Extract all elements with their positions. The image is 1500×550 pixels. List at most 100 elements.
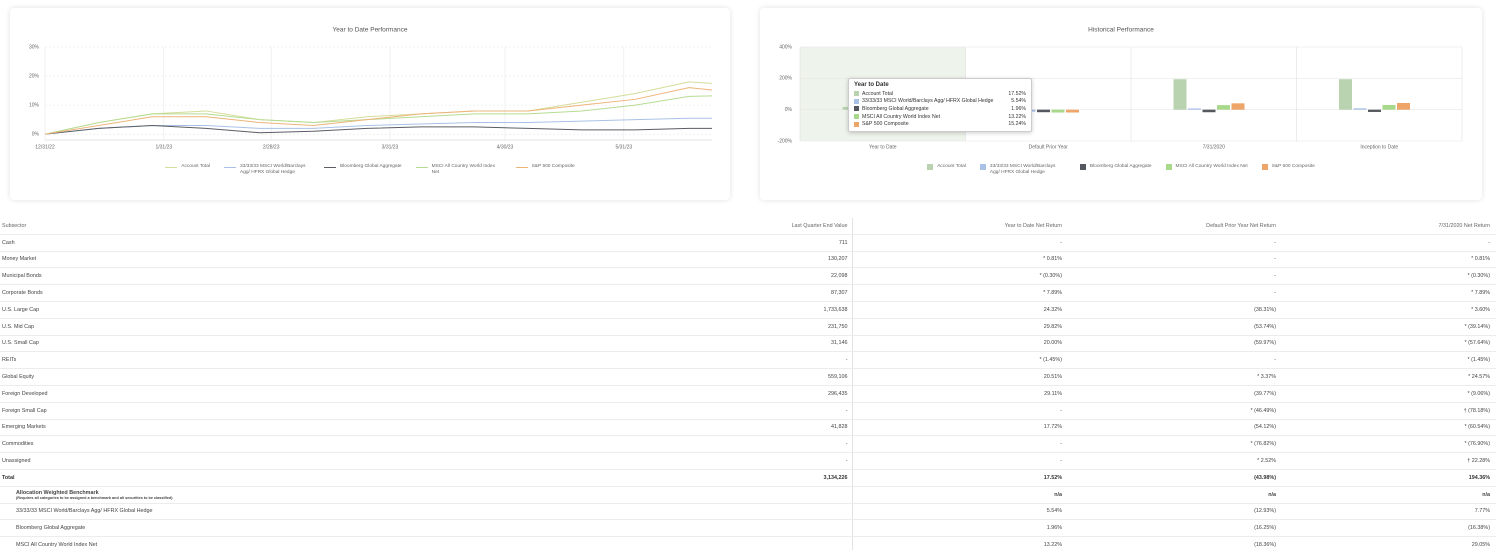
table-cell: (54.12%) <box>1066 419 1280 437</box>
table-cell: - <box>1066 251 1280 269</box>
table-cell: * 0.81% <box>1494 251 1496 269</box>
table-cell: * (0.30%) <box>1280 267 1494 286</box>
empty-cell <box>638 519 853 538</box>
table-row: U.S. Large Cap 1,733,638 24.32% (38.31%) * 3… <box>0 301 1496 319</box>
legend-swatch <box>224 166 236 168</box>
table-cell: 20.00% <box>852 335 1066 353</box>
benchmark-name: Bloomberg Global Aggregate <box>0 519 638 538</box>
table-row: Foreign Developed 296,435 29.11% (39.77%) * … <box>0 385 1496 403</box>
y-tick-label: 0% <box>785 107 793 113</box>
table-cell: 87,307 <box>638 284 853 302</box>
benchmark-title: Allocation Weighted Benchmark <box>16 489 99 496</box>
table-cell: 130,207 <box>638 251 853 269</box>
table-cell: Cash <box>0 234 638 252</box>
legend-label: 33/33/33 MSCI World/Barclays Agg/ HFRX G… <box>240 164 306 175</box>
legend-label: Account Total <box>937 164 966 169</box>
table-cell: * 7.89% <box>1494 284 1496 302</box>
table-row: Foreign Small Cap--* (46.49%)† (78.18%)†… <box>0 402 1496 420</box>
tooltip-swatch <box>854 106 859 112</box>
tooltip-value: 13.22% <box>1008 113 1026 120</box>
table-cell: U.S. Mid Cap <box>0 318 638 336</box>
column-header: Last Quarter End Value <box>638 218 853 235</box>
legend-item: S&P 500 Composite <box>515 164 575 175</box>
y-tick-label: 200% <box>779 76 792 82</box>
tooltip-row: S&P 500 Composite 15.24% <box>854 120 1026 128</box>
header-row: Subsector Last Quarter End Value Year to D… <box>0 218 1496 235</box>
chart-title: Year to Date Performance <box>333 27 408 34</box>
benchmark-title-cell: Allocation Weighted Benchmark (Requires a… <box>0 486 638 504</box>
table-cell: Foreign Small Cap <box>0 402 638 420</box>
legend-swatch <box>515 166 528 168</box>
table-cell: * 0.81% <box>852 251 1066 269</box>
x-tick-label: Year to Date <box>869 144 897 150</box>
table-cell: * 2.52% <box>1066 452 1280 470</box>
benchmark-name: MSCI All Country World Index Net <box>0 536 638 550</box>
legend-swatch <box>324 166 336 168</box>
legend-label: Bloomberg Global Aggregate <box>340 164 402 169</box>
table-cell: (59.97%) <box>1066 335 1280 353</box>
bar <box>1173 79 1187 110</box>
x-tick-label: 5/31/23 <box>615 144 632 150</box>
legend-item: Account Total <box>165 164 210 175</box>
line-card: Year to Date Performance 0% 10% 20% 30% 12/31… <box>10 8 730 200</box>
tooltip-swatch <box>854 114 859 120</box>
total-cell: 194.36% <box>1494 469 1496 487</box>
benchmark-cell: 30.00% <box>1494 536 1496 550</box>
table-cell: - <box>1066 284 1280 302</box>
legend-label: Bloomberg Global Aggregate <box>1089 164 1152 169</box>
table-cell: - <box>1494 234 1496 252</box>
benchmark-cell: 8.70% <box>1494 503 1496 521</box>
series-line <box>44 87 713 135</box>
column-header: Year to Date Net Return <box>852 218 1066 235</box>
tooltip-value: 1.96% <box>1011 105 1026 112</box>
benchmark-cell: (16.25%) <box>1066 519 1280 538</box>
table-cell: * 7.89% <box>852 284 1066 302</box>
tooltip-label: Bloomberg Global Aggregate <box>862 105 929 112</box>
empty-cell <box>638 486 853 504</box>
legend-item: S&P 500 Composite <box>1261 164 1315 175</box>
table-cell: * 24.57% <box>1494 368 1496 386</box>
bar <box>1353 108 1367 110</box>
benchmark-value: n/a <box>1280 486 1494 504</box>
table-cell: - <box>1066 351 1280 370</box>
benchmark-row: Bloomberg Global Aggregate 1.96% (16.25%)(… <box>0 519 1496 538</box>
bar <box>1066 109 1079 113</box>
benchmark-value: n/a <box>1066 486 1280 504</box>
table-cell: (38.31%) <box>1066 301 1280 319</box>
table-cell: U.S. Large Cap <box>0 301 638 319</box>
benchmark-header-row: Allocation Weighted Benchmark (Requires a… <box>0 486 1496 504</box>
table-cell: U.S. Small Cap <box>0 335 638 353</box>
table-cell: 24.32% <box>852 301 1066 319</box>
table-cell: 20.51% <box>852 368 1066 386</box>
bar <box>1051 109 1065 113</box>
bar <box>1382 104 1396 110</box>
table-cell: - <box>638 351 853 370</box>
chart-title: Historical Performance <box>1088 27 1154 34</box>
table-cell: (39.77%) <box>1066 385 1280 403</box>
tooltip-value: 15.24% <box>1008 121 1026 128</box>
table-cell: * (0.30%) <box>1494 267 1496 286</box>
tooltip-title: Year to Date <box>854 82 889 88</box>
table-cell: † (78.18%) <box>1280 402 1494 420</box>
table-cell: - <box>1066 234 1280 252</box>
table-row: Municipal Bonds 22,098 * (0.30%) - * (0.30%)… <box>0 267 1496 286</box>
benchmark-cell: (16.38%) <box>1280 519 1494 538</box>
table-cell: * (39.14%) <box>1494 318 1496 336</box>
table-cell: * (0.30%) <box>852 267 1066 286</box>
tooltip-value: 5.54% <box>1011 98 1026 105</box>
empty-cell <box>638 536 853 550</box>
legend-item: Bloomberg Global Aggregate <box>1079 164 1152 175</box>
column-header: 7/31/2020 Net Return <box>1280 218 1494 235</box>
table-cell: * (57.64%) <box>1494 335 1496 353</box>
tooltip-label: Account Total <box>862 90 894 97</box>
legend-label: Account Total <box>181 164 210 169</box>
table-cell: * (39.14%) <box>1280 318 1494 336</box>
total-cell: 3,134,226 <box>638 469 853 487</box>
table-cell: 559,106 <box>638 368 853 386</box>
bar <box>1368 109 1381 112</box>
benchmark-cell: 13.22% <box>852 536 1066 550</box>
legend-item: Account Total <box>927 164 966 175</box>
table-cell: REITs <box>0 351 638 370</box>
